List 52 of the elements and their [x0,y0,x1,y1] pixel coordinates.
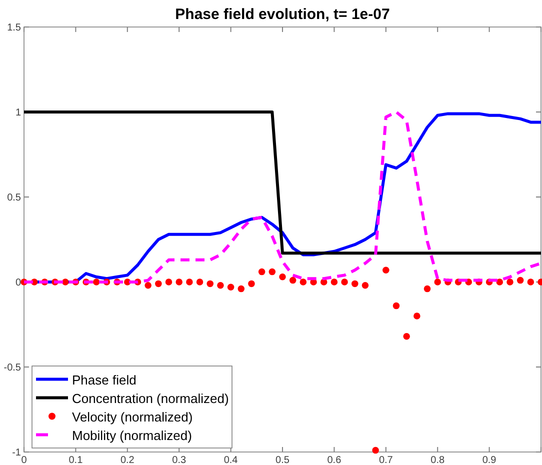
x-tick-label: 0.5 [276,455,290,465]
point [238,285,245,292]
point [496,278,504,286]
point [372,446,379,454]
point [289,276,296,284]
point [434,278,441,286]
legend-label: Concentration (normalized) [72,390,229,406]
point [92,278,100,286]
point [258,268,266,276]
point [330,278,338,286]
point [403,333,410,340]
x-tick-label: 0.2 [120,455,135,465]
point [341,278,348,286]
point [176,278,182,286]
x-tick-label: 0.1 [68,455,84,465]
point [382,266,390,274]
legend-label: Velocity (normalized) [72,409,193,424]
point [414,312,420,320]
legend-label: Mobility (normalized) [72,428,192,443]
y-tick-label: -0.5 [4,362,22,374]
point [227,284,234,290]
point [300,278,307,286]
x-tick-label: 0.8 [430,455,445,465]
point [268,268,276,276]
y-tick-label: 1 [15,108,22,118]
point [144,282,152,289]
x-tick-label: 0.7 [378,455,394,465]
point [196,278,204,286]
point [279,274,286,280]
x-tick-label: 0.9 [482,455,497,465]
point [392,302,400,310]
point [217,282,224,289]
point [516,276,524,284]
y-tick-label: 0.5 [7,192,22,204]
y-tick-label: -1 [12,448,22,458]
y-tick-label: 0 [15,278,22,288]
point [155,280,162,288]
y-tick-label: 1.5 [7,22,22,34]
point [165,278,172,286]
point [506,278,514,286]
point [248,280,255,288]
point [527,278,534,286]
point [424,285,431,292]
point [362,282,369,289]
x-tick-label: 0.3 [172,455,186,465]
point [351,280,358,288]
x-tick-label: 0.6 [327,455,342,465]
chart-title: Phase field evolution, t= 1e-07 [175,6,390,23]
point [186,278,193,286]
x-tick-label: 0.4 [224,455,238,465]
legend-label: Phase field [72,372,136,388]
point [206,280,214,288]
